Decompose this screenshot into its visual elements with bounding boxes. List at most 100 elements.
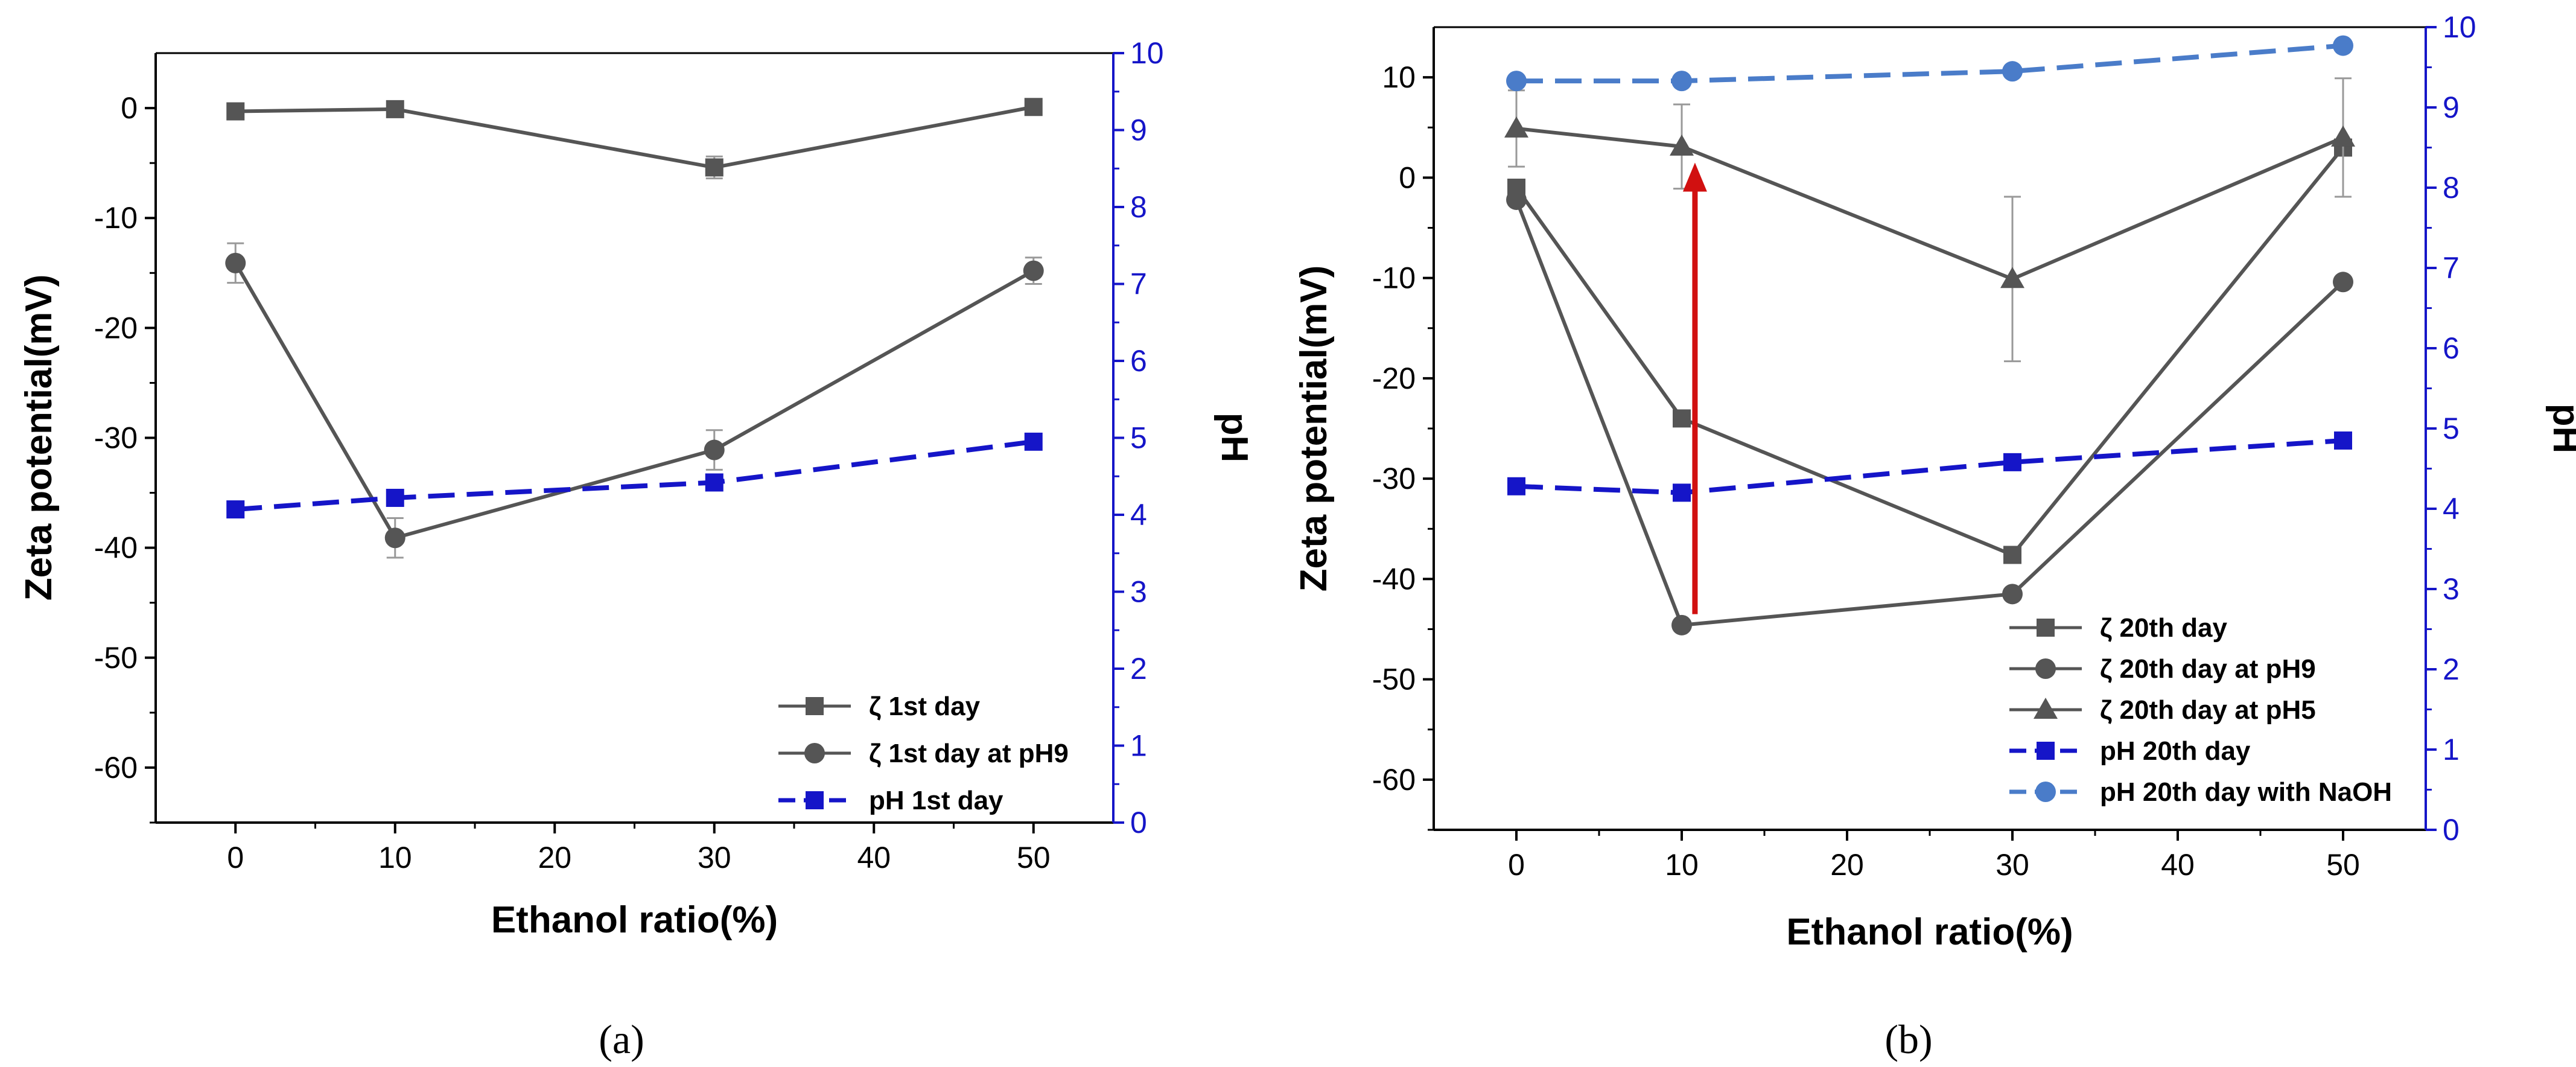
legend-label: ζ 1st day at pH9 [869,739,1069,768]
annotation-arrow-head [1682,162,1707,192]
y-tick-label: -60 [94,751,138,785]
y2-tick-label: 8 [2443,171,2460,205]
data-point [2002,61,2023,82]
y-tick-label: -40 [94,531,138,565]
legend-label: ζ 1st day [869,692,981,721]
y2-tick-label: 5 [1130,421,1147,455]
y2-tick-label: 2 [1130,652,1147,686]
y2-tick-label: 7 [1130,267,1147,301]
y-tick-label: -50 [1372,663,1416,696]
y2-axis-title: pH [2545,404,2576,454]
panel-a: 0 10 20 30 40 50 0 -10 -20 -30 -40 -50 -60 0 1 2 3 4 5 6 7 8 9… [18,36,1255,1062]
data-point [226,500,245,519]
data-point [1673,409,1691,428]
y-tick-label: -60 [1372,763,1416,797]
y2-tick-label: 1 [2443,733,2460,766]
y2-tick-label: 0 [1130,806,1147,839]
y2-tick-label: 4 [2443,492,2460,526]
data-point [2334,431,2352,450]
legend-marker [2037,742,2055,760]
data-point [384,527,405,549]
series-zeta-1st-day [226,98,1043,180]
x-tick-label: 20 [538,841,571,874]
legend-label: ζ 20th day at pH9 [2100,654,2316,684]
y2-tick-label: 6 [2443,331,2460,365]
data-point [226,102,245,121]
data-point [2003,546,2021,564]
data-point [386,100,404,118]
x-tick-label: 40 [857,841,891,874]
x-tick-label: 30 [698,841,731,874]
x-tick-label: 0 [1508,848,1525,882]
series-ph-20th-day-with-naoh [1506,35,2353,92]
series-line [235,105,1034,170]
y-tick-label: -20 [1372,362,1416,395]
data-point [1673,483,1691,502]
y2-tick-label: 3 [2443,572,2460,606]
y2-tick-label: 9 [1130,113,1147,147]
legend-marker [2035,782,2056,802]
series-line [1516,43,2344,84]
y-tick-label: -20 [94,311,138,345]
legend-label: pH 1st day [869,786,1003,815]
legend-label: ζ 20th day [2100,613,2228,643]
data-point [705,158,724,177]
data-point [1504,116,1528,138]
panel-caption: (b) [1884,1016,1932,1062]
data-point [704,439,725,460]
y2-tick-label: 5 [2443,412,2460,445]
y2-tick-label: 6 [1130,344,1147,378]
y-axis-title: Zeta potential(mV) [1293,266,1335,592]
legend-marker [806,791,824,809]
y2-tick-label: 2 [2443,652,2460,686]
y-tick-label: -40 [1372,562,1416,596]
series-zeta-1st-day-at-ph9 [225,242,1044,559]
y-tick-label: -10 [94,201,138,235]
legend-marker [804,743,825,763]
y-tick-label: -30 [1372,462,1416,495]
series-line [1515,146,2345,558]
x-tick-label: 30 [1996,848,2029,882]
series-line [1515,199,2345,628]
data-point [1671,71,1692,92]
legend-marker [2037,619,2055,637]
x-tick-label: 20 [1830,848,1864,882]
data-point [1671,614,1692,635]
y2-tick-label: 0 [2443,813,2460,847]
data-point [1506,71,1527,92]
y-axis-title: Zeta potential(mV) [18,275,60,601]
series-line [1516,126,2344,281]
data-point [1023,260,1044,281]
y2-axis-title: pH [1213,413,1255,463]
data-point [386,488,404,507]
y2-tick-label: 1 [1130,729,1147,763]
data-point [2002,584,2023,605]
data-point [2000,267,2024,288]
y2-tick-label: 10 [1130,36,1164,70]
data-point [2331,125,2355,147]
data-point [1024,98,1043,116]
data-point [1506,189,1527,210]
series-zeta-20th-day-at-ph9 [1506,189,2353,635]
x-axis-title: Ethanol ratio(%) [1786,911,2073,953]
x-tick-label: 0 [227,841,244,874]
y-tick-label: -50 [94,641,138,675]
data-point [225,252,246,273]
x-tick-label: 10 [1665,848,1699,882]
legend-label: ζ 20th day at pH5 [2100,695,2316,725]
legend-marker [806,697,824,715]
legend-label: pH 20th day [2100,736,2251,766]
y2-tick-label: 9 [2443,91,2460,124]
data-point [2333,272,2353,293]
y-tick-label: -10 [1372,261,1416,295]
y-tick-label: 0 [121,91,138,125]
x-tick-label: 50 [2326,848,2360,882]
x-axis-title: Ethanol ratio(%) [491,899,778,941]
data-point [1507,477,1525,495]
data-point [1670,134,1694,156]
panel-caption: (a) [599,1016,644,1062]
y2-tick-label: 4 [1130,498,1147,532]
x-tick-label: 10 [378,841,412,874]
series-ph-20th-day [1507,431,2352,502]
